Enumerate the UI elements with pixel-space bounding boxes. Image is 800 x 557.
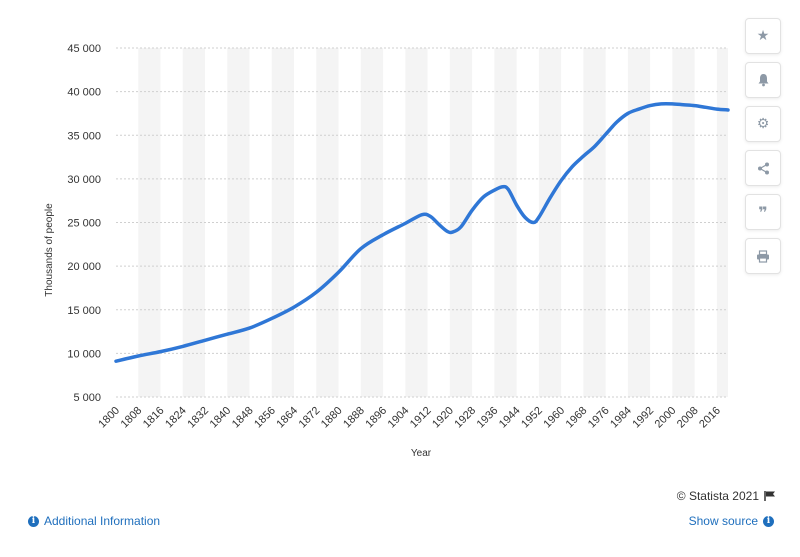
x-tick-label: 1816 [141,405,167,431]
notification-button[interactable] [745,62,781,98]
y-tick-label: 30 000 [67,174,101,186]
flag-icon [764,491,775,501]
x-tick-label: 1808 [119,405,145,431]
x-axis-ticks: 1800180818161824183218401848185618641872… [96,405,723,431]
gear-icon: ⚙ [756,116,770,132]
y-tick-label: 20 000 [67,261,101,273]
print-button[interactable] [745,238,781,274]
x-tick-label: 1936 [475,405,501,431]
y-tick-label: 40 000 [67,87,101,99]
x-tick-label: 1960 [541,405,567,431]
x-tick-label: 1896 [363,405,389,431]
share-button[interactable] [745,150,781,186]
x-tick-label: 1920 [430,405,456,431]
star-icon: ★ [756,28,770,44]
population-line [114,101,730,363]
x-tick-label: 1840 [208,405,234,431]
x-tick-label: 1880 [319,405,345,431]
background-band [316,48,339,397]
y-tick-label: 10 000 [67,348,101,360]
show-source-label: Show source [688,514,758,528]
bell-icon [758,74,768,87]
background-band [672,48,695,397]
x-tick-label: 1856 [252,405,278,431]
info-icon: i [763,515,774,527]
favorite-button[interactable]: ★ [745,18,781,54]
background-band [227,48,250,397]
x-tick-label: 1824 [163,405,189,431]
x-tick-label: 1832 [185,405,211,431]
y-tick-label: 25 000 [67,218,101,230]
y-tick-label: 45 000 [67,43,101,55]
additional-information-label: Additional Information [44,514,161,528]
share-icon [757,162,769,174]
statista-credit: © Statista 2021 [677,489,776,503]
x-tick-label: 1864 [274,405,300,431]
x-tick-label: 1888 [341,405,367,431]
x-tick-label: 2008 [675,405,701,431]
y-tick-label: 5 000 [73,392,101,404]
background-band [583,48,606,397]
x-axis-title: Year [411,448,432,459]
x-tick-label: 1976 [586,405,612,431]
y-tick-label: 35 000 [67,130,101,142]
x-tick-label: 1872 [297,405,323,431]
settings-button[interactable]: ⚙ [745,106,781,142]
background-band [627,48,651,397]
x-tick-label: 2000 [653,405,679,431]
x-tick-label: 1848 [230,405,256,431]
x-tick-label: 1800 [96,405,122,431]
line-chart: 5 000 10 000 15 000 20 000 25 000 30 000 35 00… [44,43,730,459]
grid-lines [116,47,728,398]
x-tick-label: 1952 [519,405,545,431]
credit-text: © Statista 2021 [676,489,759,503]
x-tick-label: 1904 [386,405,412,431]
background-band [716,48,728,397]
print-icon [757,249,769,263]
x-tick-label: 1912 [408,405,434,431]
x-tick-label: 2016 [697,405,723,431]
side-toolbar: ★ ⚙ ❞ [745,18,781,282]
cite-button[interactable]: ❞ [745,194,781,230]
x-tick-label: 1992 [630,405,656,431]
additional-information-link[interactable]: i Additional Information [28,514,160,528]
x-tick-label: 1944 [497,405,523,431]
y-axis-title: Thousands of people [44,203,55,297]
x-tick-label: 1968 [564,405,590,431]
x-tick-label: 1984 [608,405,634,431]
info-icon: i [28,515,39,527]
y-tick-label: 15 000 [67,305,101,317]
quote-icon: ❞ [758,202,768,222]
y-axis-ticks: 5 000 10 000 15 000 20 000 25 000 30 000 35 00… [67,43,101,404]
show-source-link[interactable]: Show source i [689,514,774,528]
background-band [271,48,295,397]
x-tick-label: 1928 [452,405,478,431]
